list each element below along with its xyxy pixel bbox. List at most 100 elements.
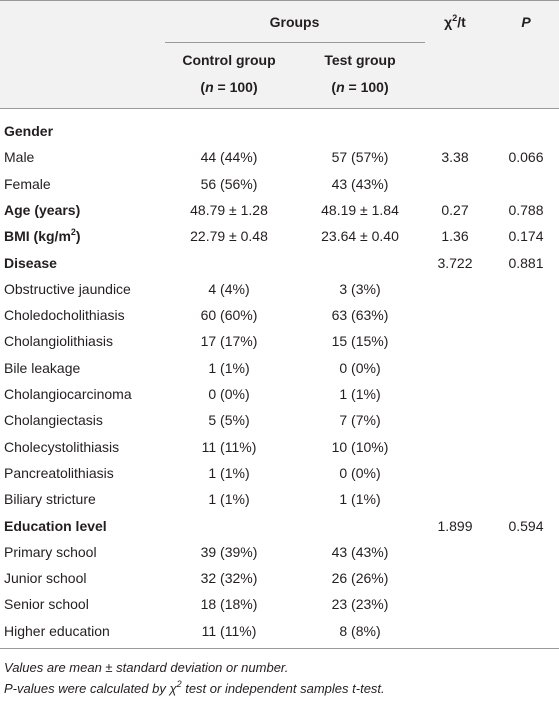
stat-header-text: χ bbox=[444, 14, 453, 30]
test-cell: 15 (15%) bbox=[331, 333, 389, 350]
row-label-text: Obstructive jaundice bbox=[4, 280, 131, 297]
test-cell: 0 (0%) bbox=[339, 359, 381, 376]
test-cell: 43 (43%) bbox=[331, 543, 389, 560]
groups-header: Groups bbox=[269, 14, 320, 30]
stat-header: χ2/t bbox=[420, 12, 490, 32]
row-label-sup: 2 bbox=[70, 227, 76, 238]
row-label: Female bbox=[4, 174, 51, 194]
row-label-text: Gender bbox=[4, 123, 54, 139]
control-cell: 4 (4%) bbox=[208, 280, 250, 297]
row-label: Senior school bbox=[4, 594, 89, 614]
stat-header-sup: 2 bbox=[452, 13, 458, 23]
footnote-text: test or independent samples t-test. bbox=[181, 681, 385, 696]
control-cell: 44 (44%) bbox=[200, 149, 258, 166]
row-label-text: Cholecystolithiasis bbox=[4, 438, 120, 455]
test-cell: 1 (1%) bbox=[339, 386, 381, 402]
control-cell: 56 (56%) bbox=[200, 175, 258, 192]
test-cell: 10 (10%) bbox=[331, 438, 389, 455]
footnote-sup: 2 bbox=[176, 679, 182, 689]
column-n-part: n bbox=[205, 79, 214, 95]
test-cell: 7 (7%) bbox=[339, 412, 381, 429]
control-cell: 18 (18%) bbox=[200, 596, 258, 613]
stat-header-text: /t bbox=[457, 14, 466, 30]
column-header: Control group bbox=[182, 52, 276, 68]
row-label-text: Age (years) bbox=[4, 201, 81, 218]
test-cell: 1 (1%) bbox=[339, 491, 381, 508]
row-label-text: Education level bbox=[4, 517, 107, 534]
control-cell: 11 (11%) bbox=[201, 622, 257, 639]
row-label-text: Male bbox=[4, 149, 35, 166]
row-label-text: BMI (kg/m bbox=[4, 228, 71, 245]
row-label-text: ) bbox=[75, 228, 81, 245]
control-cell: 11 (11%) bbox=[201, 438, 257, 455]
row-label: Cholangiolithiasis bbox=[4, 331, 113, 351]
row-label: BMI (kg/m2) bbox=[4, 226, 81, 246]
row-label-text: Bile leakage bbox=[4, 359, 81, 376]
row-label: Bile leakage bbox=[4, 358, 80, 378]
column-header: Test group bbox=[324, 52, 396, 68]
test-cell: 48.19 ± 1.84 bbox=[321, 201, 399, 218]
column-n: (n = 100) bbox=[295, 77, 425, 97]
row-label-text: Pancreatolithiasis bbox=[4, 464, 114, 481]
test-cell: 63 (63%) bbox=[331, 307, 389, 324]
row-label: Male bbox=[4, 147, 34, 167]
row-label-text: Cholangiolithiasis bbox=[4, 333, 113, 350]
row-label: Obstructive jaundice bbox=[4, 279, 131, 299]
control-cell: 1 (1%) bbox=[208, 359, 250, 376]
row-label: Gender bbox=[4, 121, 53, 141]
p-cell: 0.066 bbox=[508, 149, 544, 166]
control-cell: 48.79 ± 1.28 bbox=[190, 201, 268, 218]
row-label: Cholangiectasis bbox=[4, 410, 103, 430]
row-label-text: Cholangiocarcinoma bbox=[4, 386, 132, 402]
row-label-text: Cholangiectasis bbox=[4, 412, 103, 429]
p-cell: 0.788 bbox=[508, 201, 544, 218]
test-cell: 26 (26%) bbox=[331, 570, 389, 587]
row-label: Pancreatolithiasis bbox=[4, 463, 114, 483]
stat-cell: 0.27 bbox=[441, 201, 469, 218]
row-label: Education level bbox=[4, 516, 107, 536]
test-cell: 57 (57%) bbox=[331, 149, 389, 166]
p-cell: 0.594 bbox=[508, 517, 544, 534]
bottom-rule bbox=[0, 648, 559, 649]
control-cell: 17 (17%) bbox=[200, 333, 258, 350]
row-label-text: Disease bbox=[4, 254, 57, 271]
control-cell: 1 (1%) bbox=[208, 491, 250, 508]
row-label: Cholecystolithiasis bbox=[4, 437, 119, 457]
stat-cell: 3.38 bbox=[441, 149, 469, 166]
test-cell: 0 (0%) bbox=[339, 464, 381, 481]
test-cell: 23 (23%) bbox=[331, 596, 389, 613]
top-rule bbox=[0, 0, 559, 1]
column-n-part: ( bbox=[331, 79, 337, 95]
row-label-text: Junior school bbox=[4, 570, 87, 587]
footnote: P-values were calculated by χ2 test or i… bbox=[4, 679, 385, 697]
row-label: Junior school bbox=[4, 568, 87, 588]
footnote-text: Values are mean ± standard deviation or … bbox=[4, 660, 289, 675]
control-cell: 60 (60%) bbox=[200, 307, 258, 324]
footnote: Values are mean ± standard deviation or … bbox=[4, 660, 288, 675]
row-label: Disease bbox=[4, 253, 57, 273]
control-cell: 1 (1%) bbox=[208, 464, 250, 481]
row-label: Primary school bbox=[4, 542, 97, 562]
control-cell: 0 (0%) bbox=[208, 386, 250, 402]
column-n-part: n bbox=[336, 79, 345, 95]
row-label-text: Biliary stricture bbox=[4, 491, 96, 508]
row-label: Choledocholithiasis bbox=[4, 305, 125, 325]
stat-cell: 1.899 bbox=[437, 517, 473, 534]
row-label: Biliary stricture bbox=[4, 489, 96, 509]
row-label: Cholangiocarcinoma bbox=[4, 384, 132, 404]
row-label-text: Higher education bbox=[4, 622, 110, 639]
column-n: (n = 100) bbox=[164, 77, 294, 97]
column-n-part: = 100) bbox=[344, 79, 389, 95]
stat-cell: 1.36 bbox=[441, 228, 469, 245]
p-cell: 0.174 bbox=[508, 228, 544, 245]
group-rule bbox=[165, 42, 425, 43]
row-label-text: Choledocholithiasis bbox=[4, 307, 125, 324]
test-cell: 8 (8%) bbox=[339, 622, 381, 639]
row-label: Age (years) bbox=[4, 200, 80, 220]
test-cell: 23.64 ± 0.40 bbox=[321, 228, 399, 245]
p-cell: 0.881 bbox=[508, 254, 544, 271]
test-cell: 43 (43%) bbox=[331, 175, 389, 192]
column-n-part: ( bbox=[200, 79, 206, 95]
row-label-text: Female bbox=[4, 175, 51, 192]
